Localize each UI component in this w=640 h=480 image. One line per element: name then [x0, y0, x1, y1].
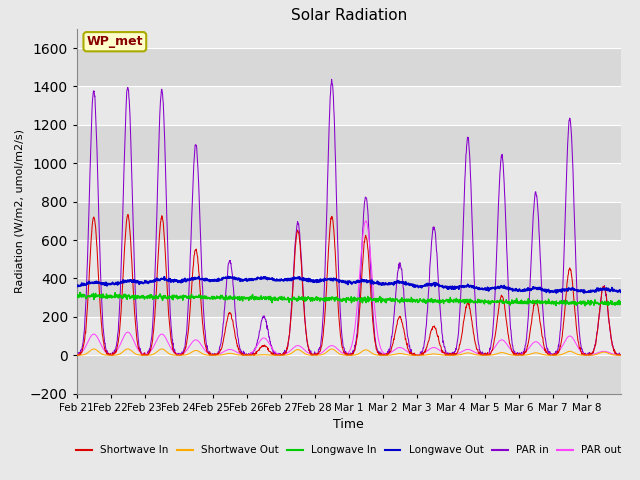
- Line: Longwave Out: Longwave Out: [77, 276, 621, 293]
- Longwave In: [76, 289, 84, 295]
- Text: WP_met: WP_met: [86, 35, 143, 48]
- Longwave Out: [580, 290, 588, 296]
- Longwave Out: [73, 284, 81, 289]
- Shortwave Out: [617, 352, 625, 358]
- PAR out: [610, 351, 618, 357]
- Longwave In: [611, 302, 618, 308]
- Longwave Out: [557, 287, 564, 293]
- PAR out: [557, 346, 564, 351]
- PAR out: [362, 218, 369, 224]
- PAR in: [328, 76, 335, 82]
- Shortwave Out: [325, 348, 333, 353]
- Longwave Out: [611, 288, 618, 293]
- Bar: [77, 355, 621, 394]
- PAR out: [324, 344, 332, 350]
- Shortwave In: [124, 212, 132, 217]
- Shortwave In: [73, 352, 81, 358]
- Shortwave In: [477, 352, 485, 358]
- Bar: [77, 86, 621, 125]
- Shortwave Out: [124, 346, 132, 352]
- Longwave Out: [224, 274, 232, 279]
- Longwave In: [477, 299, 485, 304]
- PAR out: [335, 347, 342, 353]
- Longwave In: [324, 297, 332, 302]
- Longwave Out: [158, 276, 166, 281]
- Shortwave In: [335, 312, 342, 318]
- PAR out: [617, 352, 625, 358]
- Line: Shortwave Out: Shortwave Out: [77, 349, 621, 355]
- Longwave In: [557, 298, 564, 304]
- Longwave Out: [617, 289, 625, 295]
- Line: Shortwave In: Shortwave In: [77, 215, 621, 355]
- Shortwave Out: [335, 351, 343, 357]
- Bar: [77, 202, 621, 240]
- Longwave Out: [335, 277, 342, 283]
- PAR out: [477, 352, 485, 358]
- Shortwave Out: [611, 352, 618, 358]
- Shortwave In: [557, 341, 564, 347]
- PAR out: [73, 352, 81, 358]
- Legend: Shortwave In, Shortwave Out, Longwave In, Longwave Out, PAR in, PAR out: Shortwave In, Shortwave Out, Longwave In…: [72, 441, 625, 459]
- Bar: [77, 317, 621, 355]
- Y-axis label: Radiation (W/m2, umol/m2/s): Radiation (W/m2, umol/m2/s): [14, 129, 24, 293]
- PAR in: [617, 352, 625, 358]
- Shortwave In: [324, 248, 332, 253]
- PAR in: [324, 158, 332, 164]
- PAR in: [557, 321, 564, 326]
- Line: PAR in: PAR in: [77, 79, 621, 355]
- Longwave In: [158, 295, 166, 301]
- Longwave In: [335, 296, 342, 302]
- Shortwave Out: [477, 352, 485, 358]
- PAR in: [73, 352, 81, 358]
- Bar: [77, 125, 621, 163]
- Bar: [77, 163, 621, 202]
- Bar: [77, 240, 621, 278]
- Shortwave In: [610, 347, 618, 352]
- PAR in: [335, 270, 342, 276]
- Bar: [77, 278, 621, 317]
- Bar: [77, 48, 621, 86]
- X-axis label: Time: Time: [333, 418, 364, 431]
- Title: Solar Radiation: Solar Radiation: [291, 9, 407, 24]
- Line: PAR out: PAR out: [77, 221, 621, 355]
- Shortwave In: [158, 215, 166, 220]
- PAR in: [477, 351, 485, 357]
- Longwave In: [73, 292, 81, 298]
- Longwave Out: [477, 286, 485, 292]
- Shortwave Out: [557, 352, 565, 358]
- PAR in: [158, 86, 166, 92]
- PAR out: [158, 331, 166, 337]
- Shortwave Out: [244, 352, 252, 358]
- Longwave In: [581, 303, 589, 309]
- Shortwave In: [617, 352, 625, 358]
- Longwave In: [617, 299, 625, 305]
- Shortwave Out: [158, 346, 166, 352]
- Shortwave Out: [73, 352, 81, 358]
- Line: Longwave In: Longwave In: [77, 292, 621, 306]
- Longwave Out: [324, 276, 332, 282]
- PAR in: [610, 347, 618, 352]
